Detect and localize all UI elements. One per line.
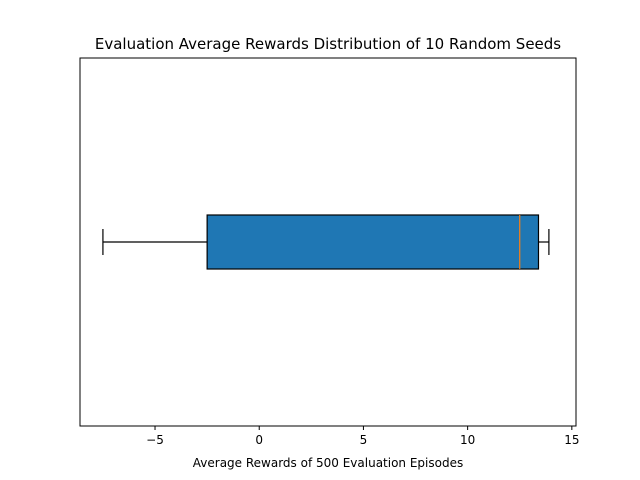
plot-frame bbox=[79, 57, 577, 427]
x-tick-label: 10 bbox=[460, 433, 475, 447]
x-axis-label: Average Rewards of 500 Evaluation Episod… bbox=[193, 456, 463, 470]
x-tick-label: 15 bbox=[564, 433, 579, 447]
plot-area bbox=[79, 57, 577, 427]
x-tick-label: 5 bbox=[360, 433, 368, 447]
chart-title: Evaluation Average Rewards Distribution … bbox=[95, 35, 561, 53]
x-tick-label: −5 bbox=[146, 433, 164, 447]
x-tick-label: 0 bbox=[255, 433, 263, 447]
x-axis: −5 0 5 10 15 bbox=[146, 426, 579, 447]
box-iqr bbox=[206, 214, 540, 270]
